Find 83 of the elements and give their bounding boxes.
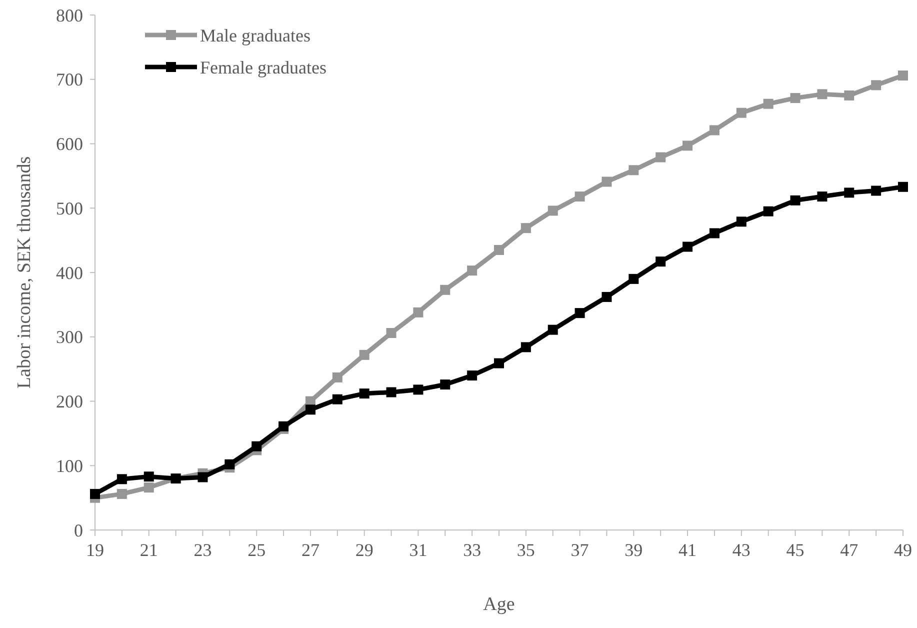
point: [548, 324, 558, 335]
point: [467, 370, 478, 380]
x-axis-title: Age: [483, 594, 515, 615]
point: [682, 140, 693, 151]
y-tick-label: 700: [56, 70, 83, 90]
point: [628, 165, 639, 176]
y-tick-label: 200: [56, 392, 83, 412]
y-axis-title: Labor income, SEK thousands: [14, 156, 35, 389]
point: [144, 482, 154, 493]
point: [898, 70, 908, 81]
point: [494, 358, 504, 368]
point: [278, 421, 289, 432]
x-tick-label: 45: [786, 540, 804, 560]
x-tick-label: 49: [894, 540, 912, 560]
point: [656, 152, 666, 162]
point: [359, 350, 370, 360]
point: [90, 488, 100, 499]
point: [440, 380, 450, 390]
x-tick-label: 33: [463, 540, 482, 560]
point: [440, 284, 450, 295]
y-tick-label: 400: [56, 262, 83, 283]
x-tick-label: 23: [194, 540, 212, 560]
point: [682, 242, 693, 252]
point: [548, 206, 558, 216]
point: [628, 274, 639, 284]
point: [494, 244, 504, 255]
point: [116, 488, 127, 499]
y-tick-label: 300: [56, 327, 83, 348]
point: [224, 459, 235, 470]
x-tick-label: 25: [248, 540, 266, 560]
point: [817, 89, 828, 100]
point: [116, 474, 127, 484]
point: [144, 472, 154, 482]
point: [413, 307, 424, 318]
x-tick-label: 37: [570, 540, 589, 560]
point: [386, 387, 396, 398]
point: [844, 90, 854, 100]
point: [602, 176, 612, 187]
point: [736, 108, 746, 118]
point: [413, 384, 424, 395]
point: [602, 292, 612, 302]
y-tick-label: 600: [56, 134, 83, 154]
point: [332, 372, 342, 382]
point: [709, 228, 720, 238]
y-tick-label: 800: [56, 5, 83, 26]
x-tick-label: 29: [355, 540, 374, 560]
legend-label: Male graduates: [200, 25, 310, 46]
point: [520, 342, 531, 352]
x-tick-label: 43: [732, 540, 750, 560]
point: [305, 404, 316, 415]
point: [359, 388, 370, 399]
y-tick-label: 0: [74, 520, 83, 540]
point: [198, 472, 208, 482]
point: [736, 216, 746, 227]
point: [252, 441, 262, 452]
point: [790, 93, 800, 104]
x-tick-label: 47: [840, 540, 858, 560]
point: [817, 192, 828, 202]
point: [386, 328, 396, 338]
point: [709, 125, 720, 136]
point: [763, 98, 774, 109]
point: [871, 80, 882, 90]
y-tick-label: 100: [56, 456, 83, 476]
point: [871, 186, 882, 196]
point: [467, 266, 478, 276]
point: [574, 192, 585, 202]
x-tick-label: 31: [409, 540, 428, 560]
point: [844, 188, 854, 198]
point: [898, 182, 908, 192]
point: [520, 223, 531, 234]
point: [656, 256, 666, 267]
legend-label: Female graduates: [200, 57, 326, 78]
x-tick-label: 41: [678, 540, 697, 560]
x-tick-label: 27: [301, 540, 320, 560]
point: [332, 394, 342, 404]
point: [574, 308, 585, 318]
point: [790, 195, 800, 206]
x-tick-label: 39: [624, 540, 643, 560]
x-tick-label: 35: [516, 540, 535, 560]
x-tick-label: 19: [86, 540, 104, 560]
point: [763, 206, 774, 216]
y-tick-label: 500: [56, 198, 83, 218]
x-tick-label: 21: [140, 540, 158, 560]
